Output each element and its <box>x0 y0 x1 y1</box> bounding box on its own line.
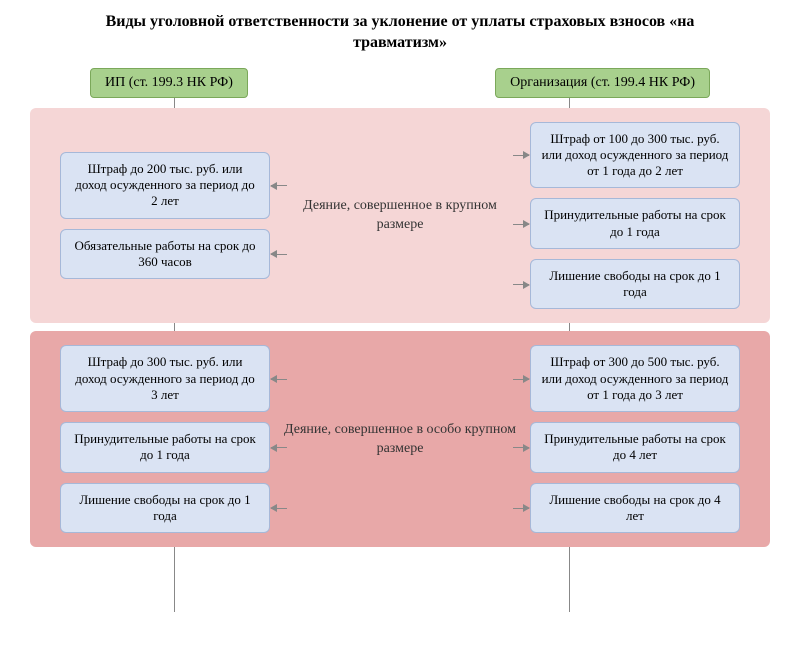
col-left-1: Штраф до 200 тыс. руб. или доход осужден… <box>40 122 270 310</box>
headers-row: ИП (ст. 199.3 НК РФ) Организация (ст. 19… <box>0 68 800 98</box>
penalty-org-2-3: Лишение свободы на срок до 4 лет <box>530 483 740 534</box>
penalty-text: Штраф от 300 до 500 тыс. руб. или доход … <box>542 354 729 402</box>
penalty-ip-1-1: Штраф до 200 тыс. руб. или доход осужден… <box>60 152 270 219</box>
col-mid-2: Деяние, совершенное в особо крупном разм… <box>278 345 522 533</box>
penalty-text: Лишение свободы на срок до 1 года <box>549 268 720 299</box>
penalty-org-1-2: Принудительные работы на срок до 1 года <box>530 198 740 249</box>
mid-label-2: Деяние, совершенное в особо крупном разм… <box>278 420 522 459</box>
header-right: Организация (ст. 199.4 НК РФ) <box>495 68 710 98</box>
penalty-text: Штраф до 200 тыс. руб. или доход осужден… <box>75 161 255 209</box>
penalty-text: Лишение свободы на срок до 4 лет <box>549 492 720 523</box>
arrow-icon <box>271 379 287 380</box>
penalty-text: Штраф от 100 до 300 тыс. руб. или доход … <box>542 131 729 179</box>
penalty-text: Лишение свободы на срок до 1 года <box>79 492 250 523</box>
penalty-ip-2-3: Лишение свободы на срок до 1 года <box>60 483 270 534</box>
arrow-icon <box>513 155 529 156</box>
arrow-icon <box>513 284 529 285</box>
col-mid-1: Деяние, совершенное в крупном размере <box>278 122 522 310</box>
header-left: ИП (ст. 199.3 НК РФ) <box>90 68 248 98</box>
arrow-icon <box>513 508 529 509</box>
penalty-org-1-3: Лишение свободы на срок до 1 года <box>530 259 740 310</box>
arrow-icon <box>271 185 287 186</box>
arrow-icon <box>513 224 529 225</box>
arrow-icon <box>513 379 529 380</box>
page-title: Виды уголовной ответственности за уклоне… <box>0 0 800 62</box>
section-large-scale: Штраф до 200 тыс. руб. или доход осужден… <box>30 108 770 324</box>
penalty-ip-2-2: Принудительные работы на срок до 1 года <box>60 422 270 473</box>
penalty-text: Принудительные работы на срок до 4 лет <box>544 431 726 462</box>
arrow-icon <box>271 447 287 448</box>
col-right-1: Штраф от 100 до 300 тыс. руб. или доход … <box>530 122 760 310</box>
penalty-text: Принудительные работы на срок до 1 года <box>74 431 256 462</box>
penalty-org-2-1: Штраф от 300 до 500 тыс. руб. или доход … <box>530 345 740 412</box>
arrow-icon <box>271 254 287 255</box>
penalty-org-1-1: Штраф от 100 до 300 тыс. руб. или доход … <box>530 122 740 189</box>
penalty-text: Обязательные работы на срок до 360 часов <box>74 238 255 269</box>
mid-label-1: Деяние, совершенное в крупном размере <box>278 196 522 235</box>
penalty-text: Штраф до 300 тыс. руб. или доход осужден… <box>75 354 255 402</box>
penalty-org-2-2: Принудительные работы на срок до 4 лет <box>530 422 740 473</box>
penalty-ip-2-1: Штраф до 300 тыс. руб. или доход осужден… <box>60 345 270 412</box>
col-right-2: Штраф от 300 до 500 тыс. руб. или доход … <box>530 345 760 533</box>
col-left-2: Штраф до 300 тыс. руб. или доход осужден… <box>40 345 270 533</box>
arrow-icon <box>271 508 287 509</box>
penalty-text: Принудительные работы на срок до 1 года <box>544 207 726 238</box>
arrow-icon <box>513 447 529 448</box>
penalty-ip-1-2: Обязательные работы на срок до 360 часов <box>60 229 270 280</box>
section-especially-large-scale: Штраф до 300 тыс. руб. или доход осужден… <box>30 331 770 547</box>
